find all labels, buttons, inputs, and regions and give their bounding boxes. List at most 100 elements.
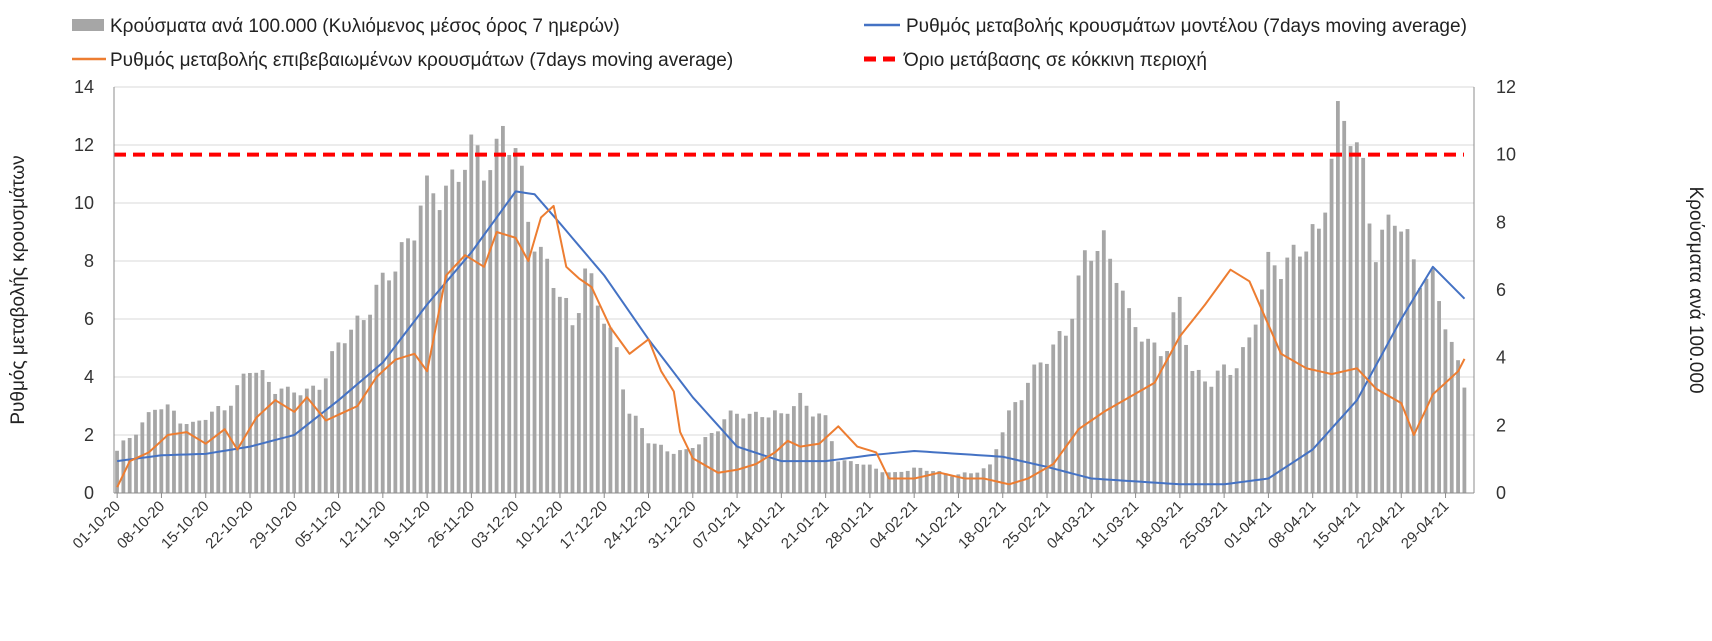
bar [368,314,372,493]
bar [1196,369,1201,493]
bar [1101,230,1106,493]
bar [1165,351,1169,493]
bar [165,404,170,493]
x-tick-label: 07-01-21 [689,498,743,552]
bar [279,388,284,493]
bar [260,370,265,493]
bar [646,443,651,493]
bar [1266,251,1271,493]
bar [1152,342,1157,493]
bar [697,444,701,493]
bar [874,468,879,493]
bar [1158,356,1163,493]
bar [361,320,366,493]
bar [1013,402,1018,493]
bar [1285,257,1290,493]
x-axis-ticks: 01-10-2008-10-2015-10-2022-10-2029-10-20… [70,493,1452,552]
bar [589,273,594,493]
bar [836,461,841,493]
left-tick-label: 4 [84,367,94,387]
bar [1430,268,1435,493]
bar [387,280,391,493]
line-series [116,190,1466,488]
bar [1323,212,1328,493]
bar [247,372,252,493]
bar [1190,370,1195,493]
bar [1354,142,1359,494]
bar [526,221,531,493]
bar [1063,335,1068,493]
right-tick-label: 6 [1496,280,1506,300]
bar [1373,262,1378,493]
bar [1139,341,1144,493]
bar [380,272,385,493]
bar [153,409,157,493]
right-tick-label: 2 [1496,415,1506,435]
bar [463,169,467,494]
bar [1026,382,1030,493]
bar [1380,229,1385,493]
bar [184,424,189,493]
bar-series [115,101,1467,494]
x-tick-label: 17-12-20 [557,498,611,552]
bar [425,175,429,493]
bar [545,258,550,493]
bar [1279,279,1283,493]
bar [671,453,676,493]
bar [924,470,929,493]
bar [956,474,961,493]
bar [1241,347,1245,493]
bar [659,444,663,493]
bar [779,413,784,493]
bar [576,313,581,493]
bar [861,464,866,493]
bar [1449,341,1454,493]
x-tick-label: 29-04-21 [1398,498,1452,552]
bar [412,240,417,493]
bar [1291,244,1296,493]
bar [943,473,948,493]
bar [1133,327,1138,493]
bar [1329,158,1334,493]
bar [538,246,543,493]
bar [475,145,480,493]
bar [1399,231,1404,493]
bar [1007,410,1011,493]
bar [981,468,986,493]
bar [893,472,897,493]
x-tick-label: 14-01-21 [734,498,788,552]
bar [1386,214,1391,493]
bar [292,392,297,493]
legend-label-bars: Κρούσματα ανά 100.000 (Κυλιόμενος μέσος … [110,16,620,37]
bar [311,385,316,493]
bar [1253,324,1258,493]
bar [747,413,752,493]
bar [880,472,885,493]
left-tick-label: 12 [74,135,94,155]
x-tick-label: 31-12-20 [645,498,699,552]
axes [113,87,1475,494]
bar [735,413,739,493]
x-tick-label: 08-10-20 [114,498,168,552]
x-tick-label: 22-04-21 [1354,498,1408,552]
bar [197,420,202,493]
bar [254,372,259,493]
x-tick-label: 01-10-20 [70,498,124,552]
bar [273,393,278,493]
bar [1000,432,1005,493]
bar [716,431,720,493]
bar [1424,278,1429,493]
bar [1120,290,1125,493]
x-tick-label: 19-11-20 [380,498,434,552]
bar [1411,259,1416,493]
bar [1032,364,1037,493]
x-tick-label: 25-03-21 [1176,498,1230,552]
bar [241,373,246,493]
bar [886,472,891,493]
legend-label-confirmed: Ρυθμός μεταβολής επιβεβαιωμένων κρουσμάτ… [110,50,733,71]
bar [456,181,461,493]
left-axis-ticks: 0 2 4 6 8 10 12 14 [74,77,94,503]
bar [937,471,942,493]
x-tick-label: 29-10-20 [247,498,301,552]
